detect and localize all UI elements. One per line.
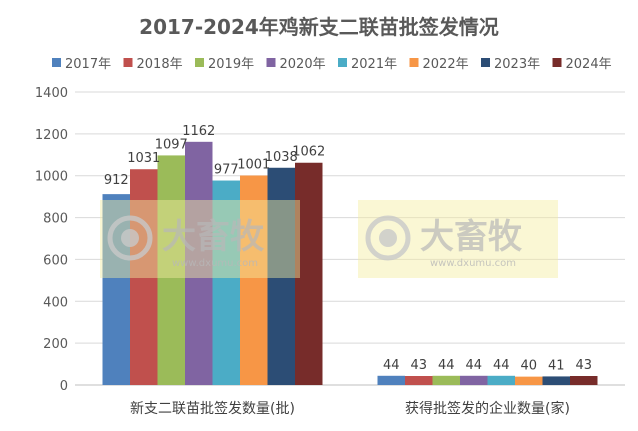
bar (212, 180, 240, 385)
legend-label: 2019年 (208, 57, 254, 72)
y-tick-label: 400 (43, 295, 68, 310)
legend: 2017年 2018年 2019年 2020年 2021年 2022年 2023年 2024年 (52, 57, 612, 72)
data-label: 1097 (155, 137, 188, 152)
data-label: 1001 (237, 158, 270, 173)
bar (157, 155, 185, 385)
chart-title: 2017-2024年鸡新支二联苗批签发情况 (139, 15, 499, 39)
legend-swatch (52, 58, 61, 67)
bar (185, 141, 213, 385)
legend-swatch (195, 58, 204, 67)
legend-label: 2022年 (423, 57, 469, 72)
legend-swatch (481, 58, 490, 67)
watermark-brand: 大畜牧 (162, 217, 265, 257)
bar (515, 376, 543, 385)
y-tick-label: 600 (43, 253, 68, 268)
legend-swatch (409, 58, 419, 67)
legend-label: 2018年 (137, 57, 183, 72)
legend-label: 2023年 (494, 57, 540, 72)
y-tick-label: 1400 (35, 86, 68, 101)
data-label: 41 (548, 358, 565, 373)
watermark-url: www.dxumu.com (172, 258, 258, 269)
data-label: 44 (493, 358, 510, 373)
y-tick-label: 200 (43, 337, 68, 352)
bar (130, 169, 158, 385)
bar (377, 375, 405, 385)
bar (267, 167, 295, 385)
data-label: 912 (104, 173, 129, 188)
data-label: 1062 (292, 145, 325, 160)
legend-label: 2021年 (351, 57, 397, 72)
legend-label: 2017年 (65, 57, 111, 72)
legend-label: 2020年 (280, 57, 326, 72)
data-label: 1031 (127, 151, 160, 166)
legend-swatch (123, 58, 133, 67)
legend-swatch (338, 58, 347, 67)
bar (487, 375, 515, 385)
data-label: 43 (575, 358, 592, 373)
watermark-logo-dot (121, 229, 139, 247)
y-tick-label: 1200 (35, 128, 68, 143)
data-label: 43 (410, 358, 427, 373)
data-label: 1038 (265, 150, 298, 165)
data-label: 1162 (182, 124, 215, 139)
x-axis: 新支二联苗批签发数量(批) 获得批签发的企业数量(家) (130, 400, 570, 417)
x-category-label: 新支二联苗批签发数量(批) (130, 400, 295, 417)
bar (570, 376, 598, 385)
bars (102, 141, 598, 385)
legend-swatch (552, 58, 562, 67)
data-label: 40 (520, 359, 537, 374)
watermark-brand: 大畜牧 (420, 217, 523, 257)
data-label: 977 (214, 163, 239, 178)
bar (405, 376, 433, 385)
bar (542, 376, 570, 385)
y-tick-label: 800 (43, 212, 68, 227)
legend-swatch (266, 58, 276, 67)
watermark-logo-icon (365, 215, 411, 261)
watermark-url: www.dxumu.com (430, 258, 516, 269)
bar (295, 162, 323, 385)
bar (460, 375, 488, 385)
data-label: 44 (383, 358, 400, 373)
bar (432, 375, 460, 385)
legend-label: 2024年 (566, 57, 612, 72)
data-label: 44 (438, 358, 455, 373)
y-axis: 0 200 400 600 800 1000 1200 1400 (35, 86, 68, 394)
watermark-logo-dot (379, 229, 397, 247)
x-category-label: 获得批签发的企业数量(家) (405, 400, 570, 417)
watermark-logo-icon (107, 215, 153, 261)
y-tick-label: 1000 (35, 170, 68, 185)
y-tick-label: 0 (60, 379, 68, 394)
bar (240, 175, 268, 385)
data-label: 44 (465, 358, 482, 373)
